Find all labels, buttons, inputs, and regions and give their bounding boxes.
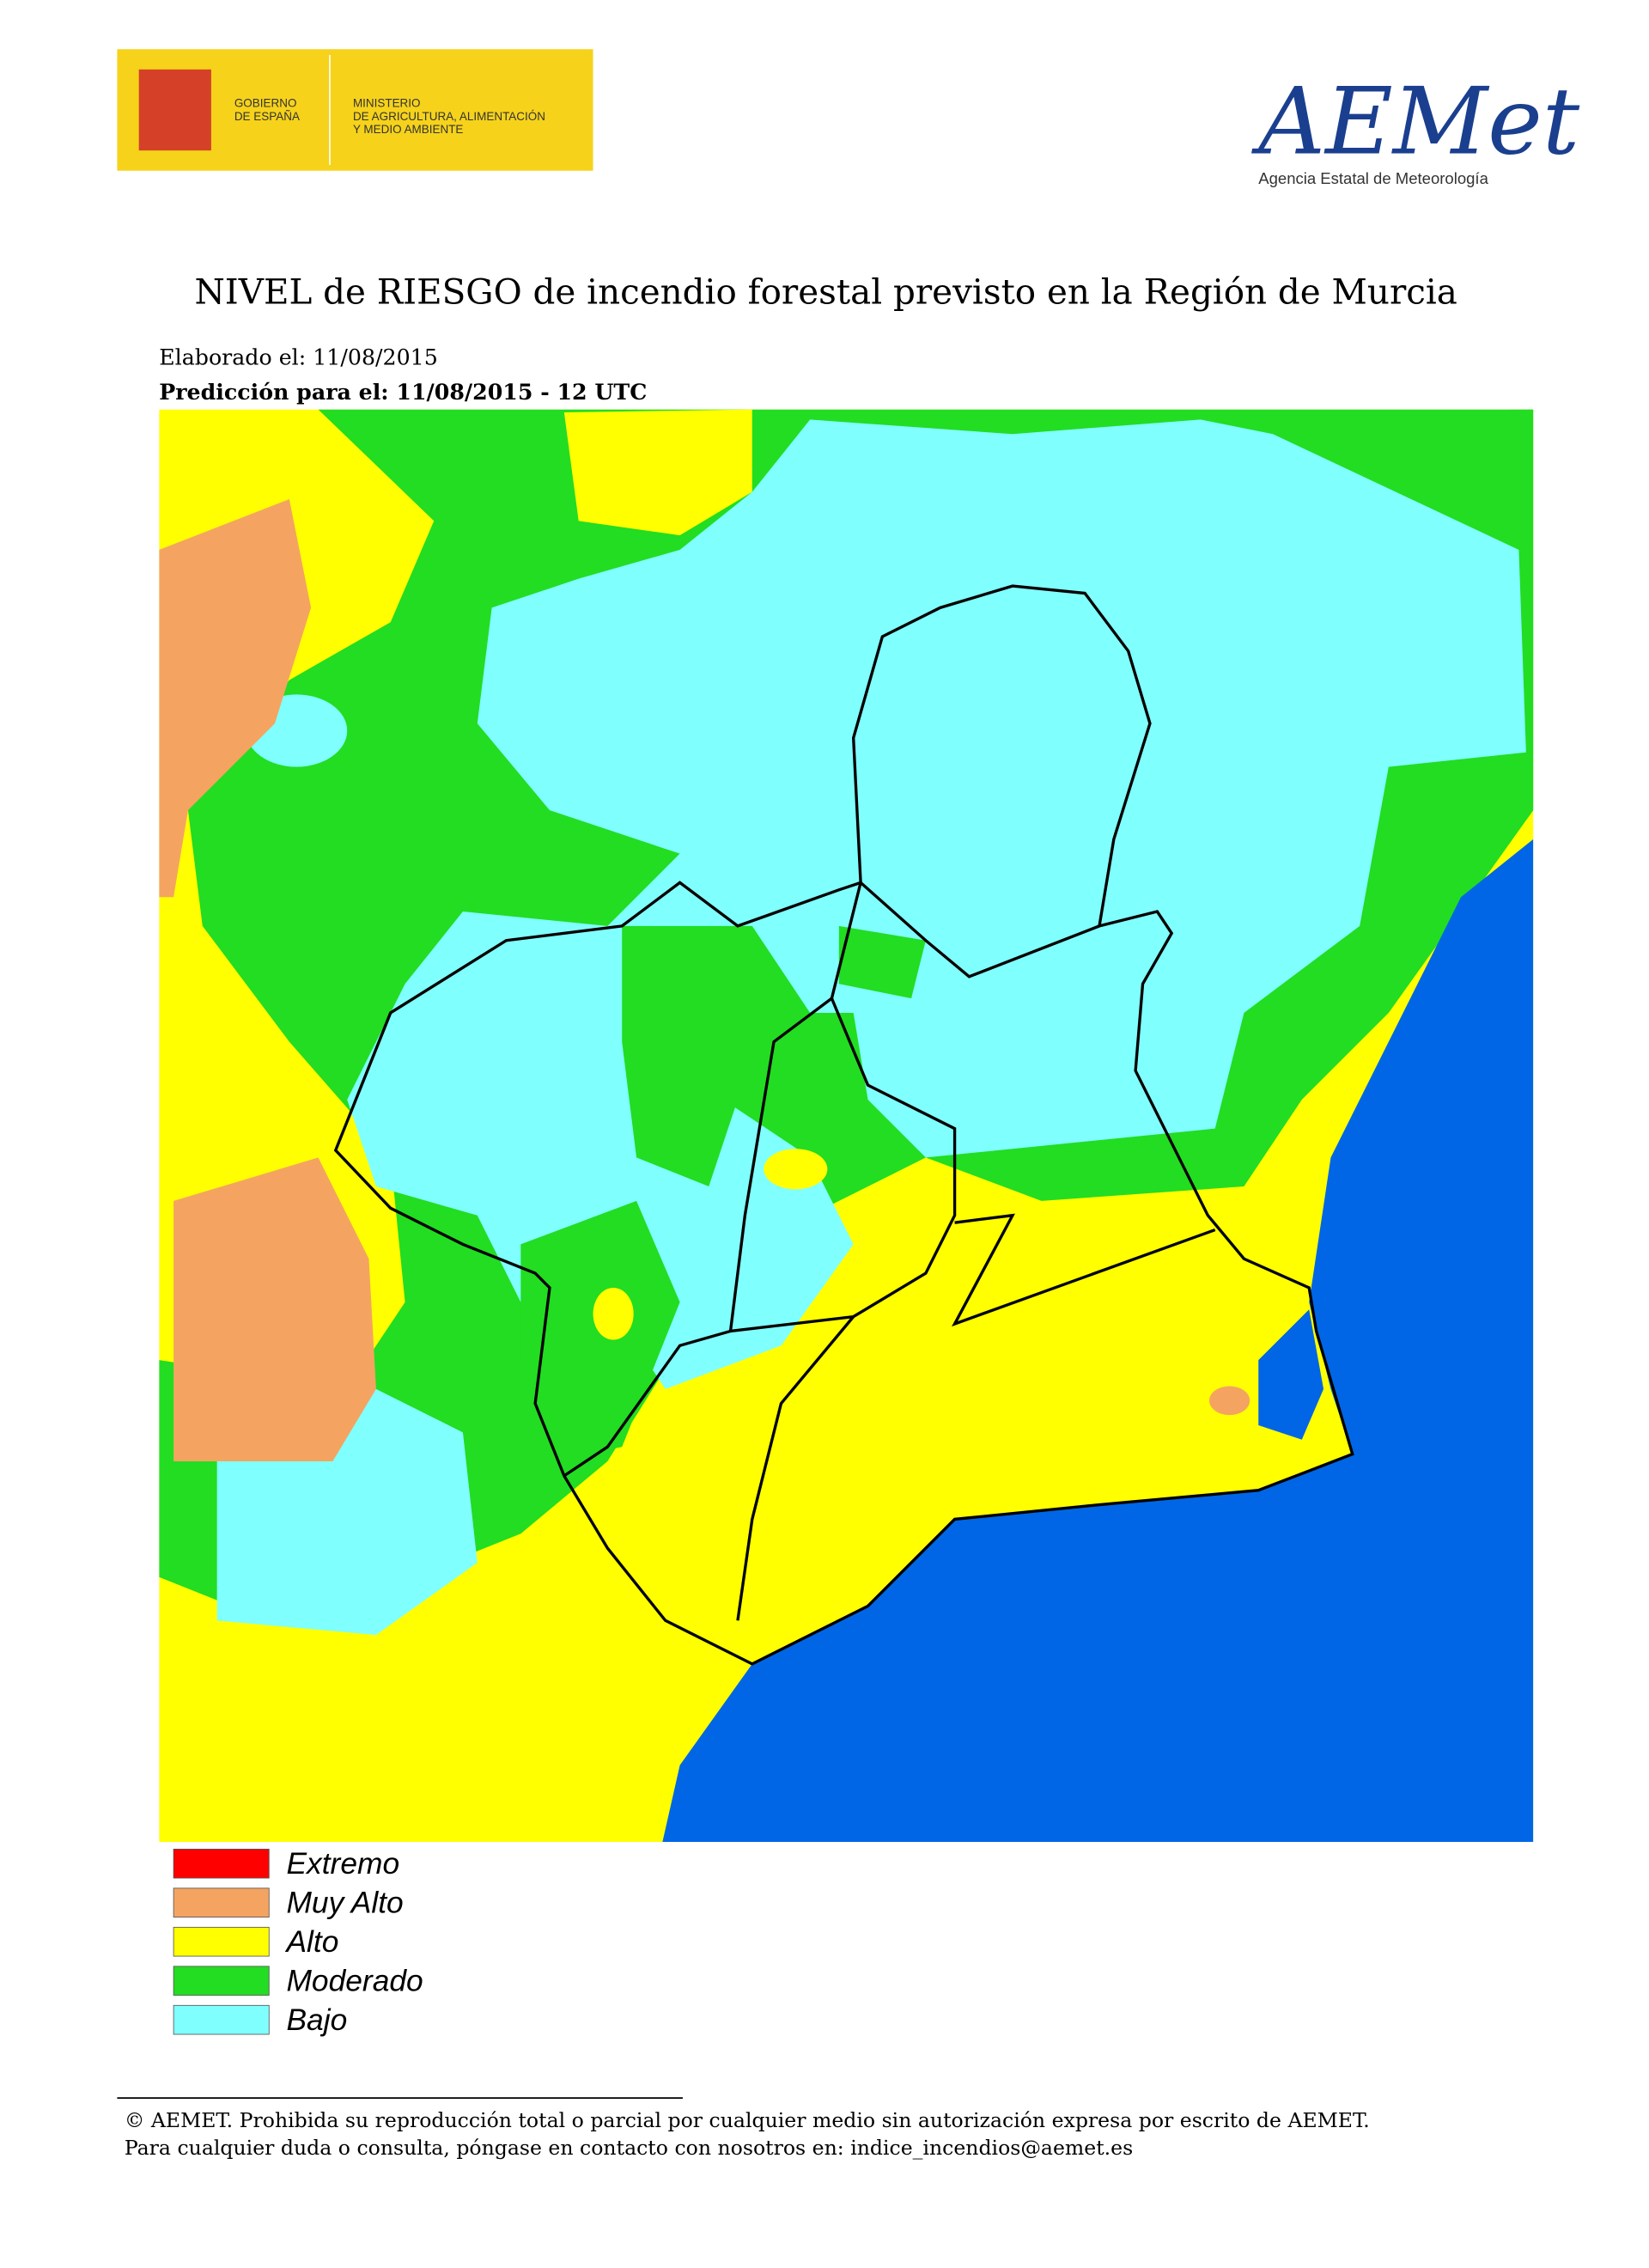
gov-text: GOBIERNO [234, 97, 297, 110]
legend-label: Extremo [286, 1847, 399, 1881]
title: NIVEL de RIESGO de incendio forestal pre… [194, 271, 1457, 313]
agency-text: Agencia Estatal de Meteorología [1258, 169, 1488, 187]
ministry-text: DE AGRICULTURA, ALIMENTACIÓN [353, 110, 545, 123]
gov-logo: GOBIERNO DE ESPAÑA MINISTERIO DE AGRICUL… [117, 49, 593, 171]
legend-swatch [173, 2004, 270, 2035]
legend-label: Alto [284, 1925, 338, 1959]
footer-text: Para cualquier duda o consulta, póngase … [125, 2136, 1133, 2160]
legend-swatch [173, 1849, 270, 1879]
legend-swatch [173, 1887, 270, 1917]
ministry-text: Y MEDIO AMBIENTE [353, 123, 463, 136]
legend-label: Bajo [286, 2003, 347, 2037]
risk-map [159, 409, 1534, 1842]
aemet-logo: AEMet Agencia Estatal de Meteorología [1250, 69, 1580, 187]
elaborado: Elaborado el: 11/08/2015 [159, 344, 438, 369]
legend-swatch [173, 1926, 270, 1957]
legend-label: Moderado [286, 1964, 423, 1997]
footer-text: © AEMET. Prohibida su reproducción total… [125, 2108, 1370, 2132]
prediccion: Predicción para el: 11/08/2015 - 12 UTC [159, 379, 647, 405]
region-borders [333, 584, 1354, 1666]
gov-text: DE ESPAÑA [234, 110, 300, 123]
legend: Extremo Muy Alto Alto Moderado Bajo [173, 1847, 423, 2037]
ministry-text: MINISTERIO [353, 97, 421, 110]
logo-text: AEMet [1250, 69, 1580, 176]
legend-label: Muy Alto [286, 1887, 403, 1920]
legend-swatch [173, 1966, 270, 1996]
